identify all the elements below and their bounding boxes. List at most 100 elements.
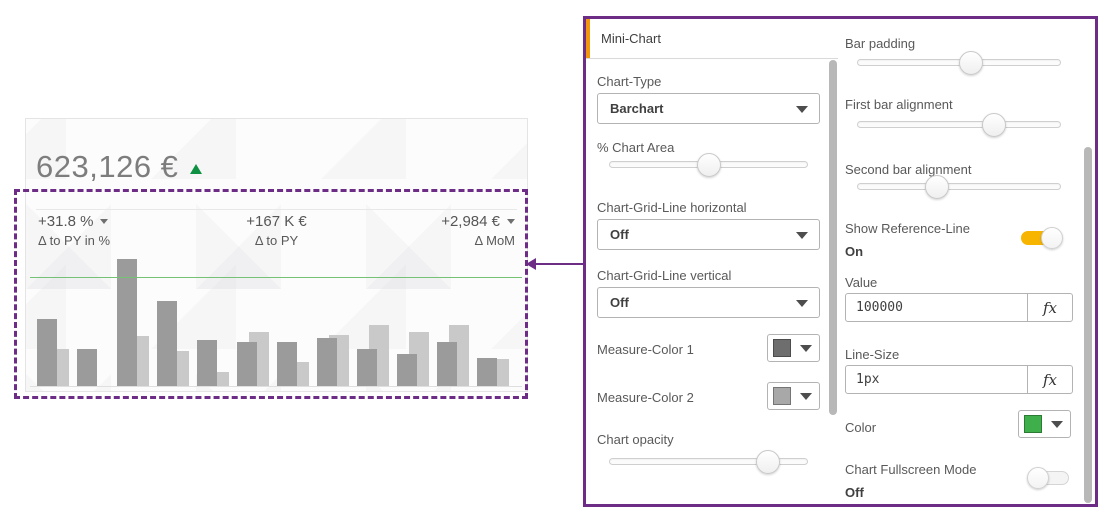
chart-area-label: % Chart Area [597, 140, 675, 155]
measure-color-2-label: Measure-Color 2 [597, 390, 694, 405]
fullscreen-state: Off [845, 485, 864, 500]
tab-accent-bar [586, 19, 590, 58]
slider-track[interactable] [609, 458, 808, 465]
fullscreen-label: Chart Fullscreen Mode [845, 462, 977, 477]
bar-padding-slider[interactable] [845, 50, 1073, 76]
tab-title: Mini-Chart [601, 31, 661, 46]
sub-kpi-delta-mom: +2,984 € Δ MoM [356, 213, 515, 248]
reference-line [30, 277, 522, 278]
chart-type-dropdown[interactable]: Barchart [597, 93, 820, 124]
left-column-scrollbar[interactable] [829, 60, 837, 415]
slider-track[interactable] [857, 121, 1061, 128]
kpi-divider [36, 209, 517, 210]
bar-group [317, 252, 350, 386]
slider-handle[interactable] [696, 153, 721, 177]
value-input-group: fx [845, 293, 1073, 322]
caret-down-icon [100, 219, 109, 224]
bar-group [357, 252, 390, 386]
sub-kpi-delta-py: +167 K € Δ to PY [197, 213, 356, 248]
color-swatch [773, 387, 791, 405]
bar-group [397, 252, 430, 386]
kpi-sub-row: +31.8 % Δ to PY in % +167 K € Δ to PY +2… [38, 213, 515, 248]
bar-group [277, 252, 310, 386]
left-arrow-icon [526, 258, 536, 270]
chart-area-slider[interactable] [597, 152, 820, 178]
grid-vertical-label: Chart-Grid-Line vertical [597, 268, 732, 283]
slider-handle[interactable] [981, 113, 1006, 137]
sub-kpi-label: Δ MoM [474, 233, 515, 248]
color-label: Color [845, 420, 877, 435]
sub-kpi-value: +167 K € [246, 213, 307, 230]
chart-opacity-slider[interactable] [597, 449, 820, 475]
bar-group [157, 252, 190, 386]
grid-horizontal-dropdown[interactable]: Off [597, 219, 820, 250]
measure-color-1-picker[interactable] [767, 334, 820, 362]
bar-measure-1 [157, 301, 177, 386]
reference-color-picker[interactable] [1018, 410, 1071, 438]
sub-kpi-delta-py-percent: +31.8 % Δ to PY in % [38, 213, 197, 248]
bar-measure-1 [37, 319, 57, 386]
settings-panel: Mini-Chart Chart-Type Barchart % Chart A… [583, 16, 1098, 507]
bar-measure-1 [197, 340, 217, 386]
bar-group [77, 252, 110, 386]
bar-measure-1 [317, 338, 337, 386]
caret-down-icon [800, 345, 812, 352]
bar-measure-1 [397, 354, 417, 386]
color-swatch [1024, 415, 1042, 433]
line-size-input[interactable] [846, 366, 1027, 393]
chart-opacity-label: Chart opacity [597, 432, 674, 447]
bar-measure-1 [357, 349, 377, 386]
first-bar-alignment-label: First bar alignment [845, 97, 953, 112]
caret-down-icon [796, 299, 808, 307]
fullscreen-toggle[interactable] [1027, 467, 1069, 489]
bar-padding-label: Bar padding [845, 36, 916, 51]
caret-down-icon [796, 231, 808, 239]
kpi-main-value: 623,126 € [36, 149, 179, 184]
bar-measure-1 [237, 342, 257, 386]
kpi-card: 623,126 € +31.8 % Δ to PY in % +167 K € … [25, 118, 528, 392]
bar-measure-1 [437, 342, 457, 386]
value-label: Value [845, 275, 878, 290]
caret-down-icon [1051, 421, 1063, 428]
bar-group [197, 252, 230, 386]
measure-color-2-picker[interactable] [767, 382, 820, 410]
fx-expression-button[interactable]: fx [1027, 294, 1072, 321]
bar-measure-1 [117, 259, 137, 386]
caret-down-icon [800, 393, 812, 400]
toggle-knob [1041, 227, 1063, 249]
tab-mini-chart[interactable]: Mini-Chart [586, 19, 838, 59]
second-bar-alignment-slider[interactable] [845, 174, 1073, 200]
slider-track[interactable] [857, 59, 1061, 66]
fx-expression-button[interactable]: fx [1027, 366, 1072, 393]
slider-handle[interactable] [756, 450, 781, 474]
grid-horizontal-value: Off [610, 227, 629, 242]
color-swatch [773, 339, 791, 357]
bar-group [437, 252, 470, 386]
bar-group [117, 252, 150, 386]
grid-horizontal-label: Chart-Grid-Line horizontal [597, 200, 747, 215]
bar-measure-1 [277, 342, 297, 386]
grid-vertical-dropdown[interactable]: Off [597, 287, 820, 318]
sub-kpi-label: Δ to PY in % [38, 233, 111, 248]
bar-measure-1 [77, 349, 97, 386]
bar-measure-1 [477, 358, 497, 386]
second-bar-alignment-label: Second bar alignment [845, 162, 972, 177]
right-column-scrollbar[interactable] [1084, 147, 1092, 503]
bar-group [477, 252, 510, 386]
sub-kpi-value: +31.8 % [38, 213, 94, 230]
toggle-knob [1027, 467, 1049, 489]
slider-handle[interactable] [924, 175, 949, 199]
caret-down-icon [796, 105, 808, 113]
slider-handle[interactable] [959, 51, 984, 75]
bar-group [237, 252, 270, 386]
caret-down-icon [507, 219, 515, 224]
chart-type-value: Barchart [610, 101, 664, 116]
value-input[interactable] [846, 294, 1027, 321]
sub-kpi-value: +2,984 € [441, 213, 500, 230]
slider-track[interactable] [857, 183, 1061, 190]
trend-up-icon [190, 164, 203, 174]
first-bar-alignment-slider[interactable] [845, 112, 1073, 138]
kpi-main-value-row: 623,126 € [36, 149, 203, 185]
show-reference-line-toggle[interactable] [1021, 227, 1063, 249]
